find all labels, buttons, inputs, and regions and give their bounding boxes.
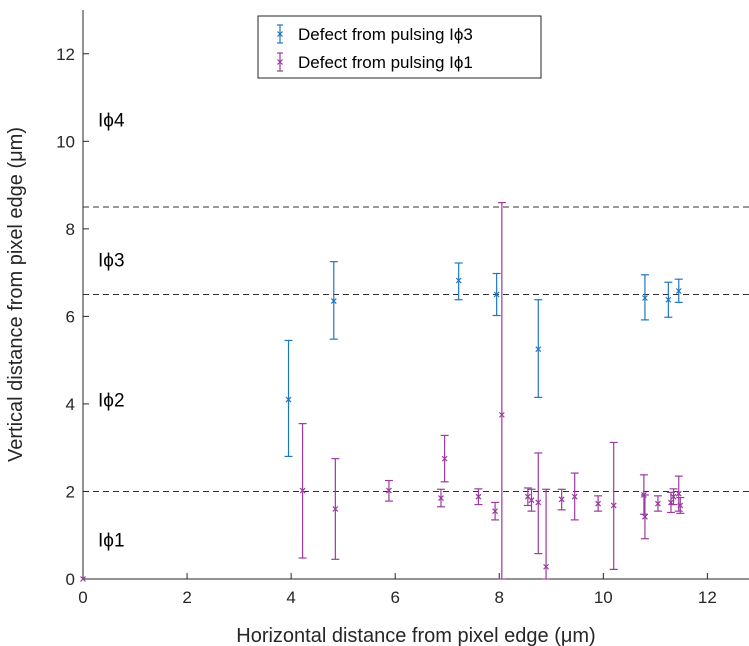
data-series [80, 201, 685, 582]
data-point [655, 500, 661, 507]
x-tick-label: 4 [286, 588, 295, 607]
legend-item: Defect from pulsing Iϕ3 [277, 24, 473, 44]
legend-label: Defect from pulsing Iϕ3 [298, 25, 473, 44]
data-point [498, 411, 505, 418]
x-tick-label: 12 [698, 588, 717, 607]
y-tick-label: 6 [66, 307, 75, 326]
data-point [441, 455, 448, 462]
legend-item: Defect from pulsing Iϕ1 [277, 52, 473, 72]
data-point [642, 295, 648, 301]
data-point [535, 499, 542, 506]
y-tick-label: 2 [66, 482, 75, 501]
data-point [386, 487, 392, 494]
data-point [677, 502, 684, 509]
data-point [670, 493, 677, 500]
reference-lines [83, 206, 749, 492]
data-point [455, 277, 462, 284]
x-tick-label: 0 [78, 588, 87, 607]
y-tick-label: 0 [66, 570, 75, 589]
data-point [475, 493, 482, 500]
data-point [543, 563, 550, 570]
x-axis-label: Horizontal distance from pixel edge (μm) [236, 625, 595, 646]
x-tick-label: 2 [182, 588, 191, 607]
x-tick-label: 8 [495, 588, 504, 607]
data-point [330, 298, 337, 304]
data-point [675, 288, 682, 294]
data-point [285, 396, 292, 403]
data-point [80, 576, 86, 582]
y-tick-label: 8 [66, 220, 75, 239]
data-point [675, 490, 682, 497]
y-tick-label: 4 [66, 395, 75, 414]
data-point [535, 346, 542, 353]
data-point [493, 291, 500, 298]
data-point [665, 296, 672, 303]
x-tick-label: 10 [594, 588, 613, 607]
data-point [492, 508, 499, 515]
data-point [528, 497, 535, 504]
data-point [595, 500, 602, 507]
region-label: Iϕ1 [98, 531, 125, 552]
data-point [332, 506, 339, 512]
series-group [284, 261, 683, 458]
series-group [80, 201, 685, 582]
data-point [610, 502, 617, 509]
region-label: Iϕ2 [98, 391, 125, 412]
axes: 0 2 4 6 8 10 12 0 2 4 6 8 10 12 [56, 10, 749, 607]
y-axis-label: Vertical distance from pixel edge (μm) [5, 127, 27, 462]
legend: Defect from pulsing Iϕ3 Defect from pulsi… [257, 15, 542, 79]
y-tick-label: 10 [56, 132, 75, 151]
data-point [642, 513, 648, 520]
data-point [558, 496, 565, 503]
legend-label: Defect from pulsing Iϕ1 [298, 53, 473, 72]
data-point [299, 487, 306, 494]
region-labels: Iϕ4 Iϕ3 Iϕ2 Iϕ1 [98, 110, 125, 551]
data-point [438, 495, 444, 501]
region-label: Iϕ4 [98, 110, 125, 131]
legend-box [257, 15, 542, 79]
region-label: Iϕ3 [98, 250, 125, 271]
y-tick-label: 12 [56, 45, 75, 64]
x-tick-label: 6 [390, 588, 399, 607]
data-point [571, 493, 578, 500]
